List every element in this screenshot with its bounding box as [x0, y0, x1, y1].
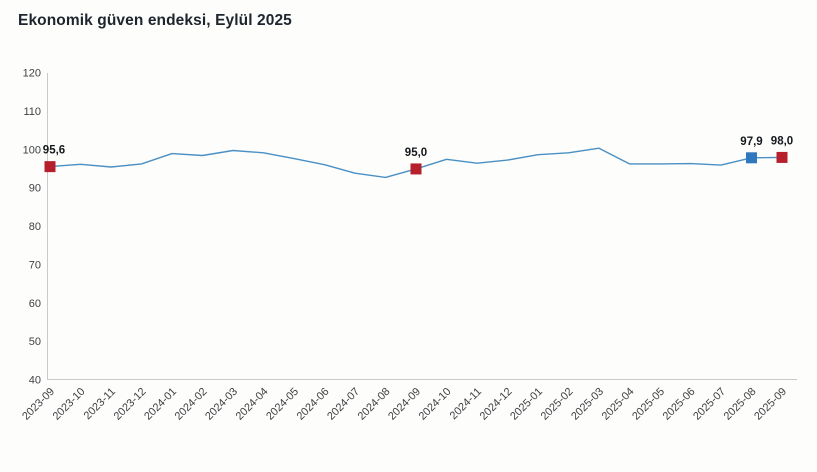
y-tick-label: 70 [29, 259, 41, 271]
x-tick-label: 2023-10 [51, 386, 88, 423]
data-point-marker[interactable] [410, 163, 422, 175]
x-tick-label: 2023-12 [112, 386, 149, 423]
chart-title: Ekonomik güven endeksi, Eylül 2025 [18, 12, 292, 29]
data-point-marker[interactable] [44, 161, 56, 173]
x-tick-label: 2023-09 [20, 386, 57, 423]
x-tick-label: 2025-08 [722, 386, 759, 423]
x-tick-label: 2024-04 [234, 386, 271, 423]
y-tick-label: 120 [23, 68, 41, 80]
x-tick-label: 2024-02 [173, 386, 210, 423]
y-tick-label: 60 [29, 298, 41, 310]
x-tick-label: 2024-01 [142, 386, 179, 423]
y-tick-label: 110 [23, 106, 41, 118]
y-tick-label: 40 [29, 375, 41, 387]
data-point-marker[interactable] [746, 152, 757, 164]
x-tick-label: 2025-07 [691, 386, 728, 423]
x-tick-label: 2025-03 [569, 386, 606, 423]
x-tick-label: 2024-03 [203, 386, 240, 423]
x-tick-label: 2025-01 [508, 386, 545, 423]
x-tick-label: 2024-10 [417, 386, 454, 423]
x-tick-label: 2024-09 [386, 386, 423, 423]
x-tick-label: 2024-06 [295, 386, 332, 423]
x-tick-label: 2025-04 [600, 386, 637, 423]
y-tick-label: 90 [29, 183, 41, 195]
x-tick-label: 2025-09 [752, 386, 789, 423]
x-tick-label: 2024-08 [356, 386, 393, 423]
x-tick-label: 2025-06 [661, 386, 698, 423]
y-tick-label: 100 [23, 144, 41, 156]
y-tick-label: 80 [29, 221, 41, 233]
x-tick-label: 2025-05 [630, 386, 667, 423]
data-point-marker[interactable] [776, 151, 788, 163]
x-tick-label: 2024-07 [325, 386, 362, 423]
x-tick-label: 2024-12 [478, 386, 515, 423]
data-point-label: 97,9 [740, 136, 762, 148]
data-point-label: 95,0 [405, 147, 427, 159]
y-tick-label: 50 [29, 336, 41, 348]
x-tick-label: 2025-02 [539, 386, 576, 423]
x-tick-label: 2024-05 [264, 386, 301, 423]
data-point-label: 98,0 [771, 135, 793, 147]
data-point-label: 95,6 [43, 145, 65, 157]
